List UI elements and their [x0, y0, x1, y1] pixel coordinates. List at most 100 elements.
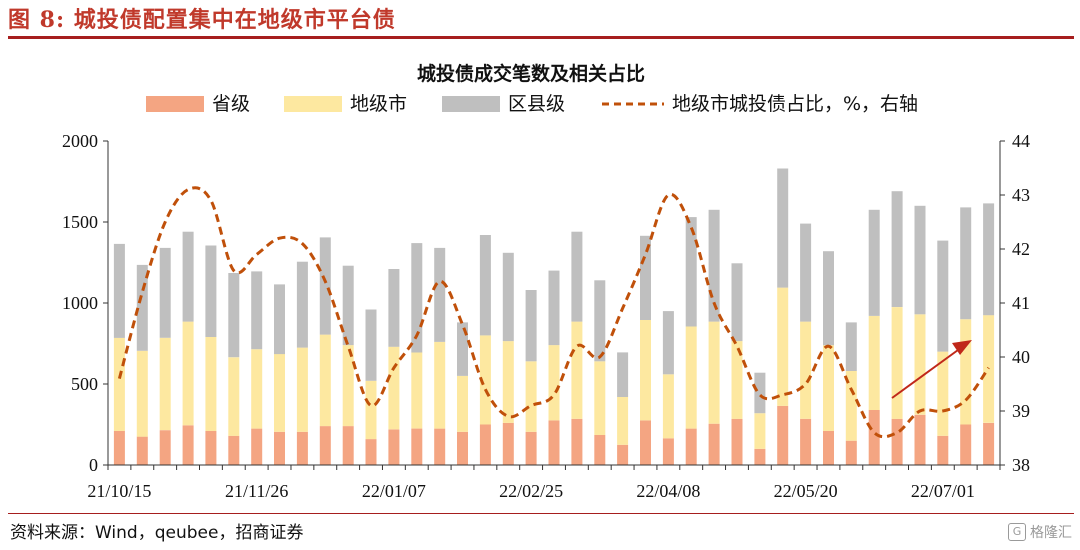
- y-right-tick-label: 43: [1012, 185, 1030, 205]
- bar-segment-province: [365, 439, 377, 465]
- bar-segment-province: [342, 426, 354, 465]
- bar-segment-city: [411, 352, 423, 429]
- legend-label-county: 区县级: [508, 93, 565, 115]
- bar-segment-province: [845, 440, 857, 465]
- x-tick-label: 21/11/26: [225, 481, 288, 501]
- bar-segment-province: [983, 422, 995, 465]
- bar-segment-province: [525, 431, 537, 465]
- bar-segment-province: [914, 414, 926, 465]
- bar-segment-city: [457, 375, 468, 432]
- bar-segment-city: [777, 287, 789, 406]
- chart-title: 城投债成交笔数及相关占比: [417, 62, 645, 85]
- bar-segment-county: [388, 269, 400, 347]
- bar-segment-city: [731, 341, 743, 419]
- bar-segment-province: [640, 420, 651, 465]
- trend-arrow-shaft: [891, 349, 959, 399]
- bar-segment-county: [479, 235, 491, 336]
- bar-segment-county: [640, 235, 651, 320]
- y-left-tick-label: 1500: [62, 212, 98, 232]
- bar-segment-province: [388, 429, 400, 465]
- bar-segment-province: [251, 428, 263, 465]
- bar-segment-county: [182, 231, 194, 322]
- bar-segment-county: [685, 217, 697, 327]
- bar-segment-province: [319, 426, 331, 465]
- bar-segment-county: [571, 231, 583, 322]
- y-left-tick-label: 0: [89, 455, 98, 475]
- bar-segment-city: [685, 326, 697, 429]
- bar-segment-county: [594, 280, 606, 362]
- bar-segment-county: [434, 247, 446, 342]
- bar-segment-county: [457, 322, 468, 376]
- bar-segment-county: [845, 322, 857, 371]
- ratio-line: [117, 186, 990, 439]
- bar-segment-city: [754, 413, 766, 449]
- bar-segment-city: [617, 397, 629, 445]
- bar-segment-city: [983, 315, 995, 423]
- bar-segment-county: [937, 240, 949, 352]
- bar-segment-province: [823, 431, 834, 465]
- y-right-tick-label: 42: [1012, 239, 1030, 259]
- bar-segment-city: [845, 371, 857, 441]
- bar-segment-province: [182, 425, 194, 465]
- bar-segment-county: [731, 263, 743, 342]
- bar-segment-city: [502, 341, 514, 423]
- bar-segment-province: [594, 435, 606, 465]
- figure-title: 图 8: 城投债配置集中在地级市平台债: [8, 7, 396, 33]
- bar-segment-city: [525, 361, 537, 432]
- bar-segment-county: [800, 223, 812, 322]
- bar-segment-city: [937, 351, 949, 436]
- bar-segment-county: [662, 311, 674, 375]
- bar-segment-county: [342, 265, 354, 346]
- bar-segment-city: [182, 321, 194, 426]
- bar-segment-county: [251, 271, 263, 350]
- legend-label-province: 省级: [212, 93, 250, 115]
- x-tick-label: 22/02/25: [499, 481, 563, 501]
- legend-label-city: 地级市: [350, 93, 407, 115]
- bar-segment-province: [960, 424, 972, 465]
- bar-segment-province: [754, 448, 766, 465]
- title-rule: [8, 36, 1074, 39]
- bar-segment-city: [891, 307, 903, 419]
- footer-rule: [8, 513, 1074, 514]
- bar-segment-city: [342, 345, 354, 427]
- bar-segment-county: [914, 205, 926, 315]
- bar-segment-province: [113, 431, 125, 465]
- bar-segment-city: [388, 346, 400, 430]
- bar-segment-county: [296, 261, 308, 348]
- bar-segment-province: [777, 405, 789, 465]
- bar-segment-county: [983, 203, 995, 316]
- bar-segment-city: [319, 334, 331, 427]
- bar-segment-county: [708, 209, 720, 322]
- bar-segment-city: [800, 321, 812, 419]
- trend-arrow-head: [952, 340, 972, 355]
- bar-segment-province: [434, 428, 446, 465]
- bar-segment-county: [136, 264, 148, 351]
- source-note: 资料来源：Wind，qeubee，招商证券: [10, 523, 304, 543]
- bar-segment-province: [411, 428, 423, 465]
- bar-segment-city: [662, 374, 674, 439]
- bar-segment-province: [891, 418, 903, 465]
- bar-segment-province: [205, 431, 217, 465]
- bar-segment-county: [113, 243, 125, 338]
- bar-segment-county: [960, 207, 972, 320]
- bar-segment-province: [617, 444, 629, 466]
- bar-segment-city: [296, 347, 308, 432]
- bar-segment-county: [525, 290, 537, 362]
- legend-swatch-province: [146, 96, 204, 112]
- bar-segment-province: [685, 428, 697, 465]
- bar-segment-province: [296, 431, 308, 465]
- bar-segment-city: [159, 337, 171, 431]
- y-left-tick-label: 1000: [62, 293, 98, 313]
- bar-segment-city: [251, 349, 263, 429]
- bar-segment-county: [205, 245, 217, 337]
- bar-segment-county: [754, 372, 766, 414]
- bars-group: [113, 168, 995, 466]
- bar-segment-county: [411, 243, 423, 353]
- bar-segment-city: [960, 319, 972, 425]
- watermark-logo-icon: G: [1008, 523, 1026, 541]
- bar-segment-county: [319, 237, 331, 335]
- legend-swatch-county: [442, 96, 500, 112]
- bar-segment-province: [731, 418, 743, 465]
- bar-segment-city: [548, 345, 560, 421]
- x-tick-label: 21/10/15: [87, 481, 151, 501]
